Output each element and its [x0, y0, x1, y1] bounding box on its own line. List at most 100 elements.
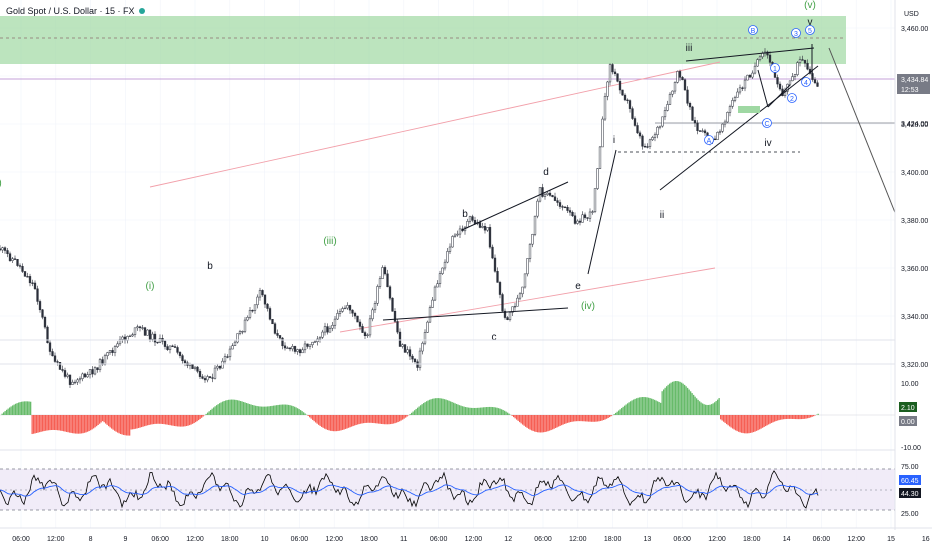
oscillator-bar: [566, 415, 567, 423]
candle-body: [227, 357, 229, 358]
oscillator-bar: [375, 415, 376, 423]
candle-body: [377, 286, 379, 303]
oscillator-bar: [66, 415, 67, 432]
oscillator-bar: [170, 415, 171, 425]
oscillator-bar: [471, 408, 472, 415]
oscillator-bar: [299, 409, 300, 415]
oscillator-bar: [93, 415, 94, 428]
oscillator-bar: [720, 415, 721, 419]
oscillator-bar: [293, 406, 294, 415]
candle-body: [62, 369, 64, 370]
candle-body: [617, 74, 619, 82]
oscillator-bar: [11, 406, 12, 415]
oscillator-bar: [459, 405, 460, 415]
oscillator-bar: [465, 407, 466, 415]
time-tick-label: 8: [89, 536, 93, 543]
oscillator-bar: [509, 414, 510, 415]
oscillator-bar: [560, 415, 561, 426]
candle-body: [697, 123, 699, 131]
oscillator-bar: [611, 415, 612, 416]
candle-body: [732, 100, 734, 106]
oscillator-bar: [813, 415, 814, 416]
candle-body: [779, 84, 781, 89]
candle-body: [624, 95, 626, 100]
oscillator-bar: [344, 415, 345, 429]
oscillator-bar: [804, 415, 805, 419]
candle-body: [339, 311, 341, 313]
oscillator-bar: [536, 415, 537, 432]
candle-body: [194, 367, 196, 369]
candle-body: [719, 131, 721, 132]
oscillator-bar: [263, 407, 264, 415]
oscillator-bar: [500, 409, 501, 415]
oscillator-bar: [800, 415, 801, 419]
candle-body: [584, 215, 586, 218]
oscillator-bar: [381, 415, 382, 424]
candle-body: [229, 349, 231, 357]
rsi-tick-top: 75.00: [901, 464, 919, 471]
candle-body: [449, 247, 451, 251]
oscillator-bar: [336, 415, 337, 431]
oscillator-bar: [21, 402, 22, 415]
oscillator-bar: [599, 415, 600, 421]
oscillator-bar: [165, 415, 166, 424]
oscillator-bar: [764, 415, 765, 427]
oscillator-bar: [710, 405, 711, 415]
oscillator-bar: [411, 413, 412, 415]
oscillator-bar: [284, 405, 285, 415]
candle-body: [604, 96, 606, 119]
candle-body: [432, 300, 434, 307]
oscillator-bar: [257, 406, 258, 415]
oscillator-bar: [569, 415, 570, 422]
oscillator-bar: [185, 415, 186, 426]
oscillator-bar: [639, 397, 640, 415]
candle-body: [407, 350, 409, 353]
candle-body: [522, 287, 524, 294]
oscillator-bar: [360, 415, 361, 424]
oscillator-bar: [521, 415, 522, 423]
oscillator-bar: [669, 384, 670, 415]
oscillator-bar: [216, 405, 217, 415]
candle-body: [424, 332, 426, 343]
oscillator-bar: [335, 415, 336, 431]
candle-body: [279, 335, 281, 338]
candle-body: [49, 343, 51, 352]
oscillator-bar: [797, 415, 798, 419]
candle-body: [562, 207, 564, 208]
oscillator-bar: [69, 415, 70, 433]
oscillator-bar: [45, 415, 46, 431]
candle-body: [87, 375, 89, 377]
candle-body: [52, 352, 54, 356]
candle-body: [444, 262, 446, 268]
oscillator-bar: [272, 406, 273, 415]
oscillator-bar: [486, 407, 487, 415]
candle-body: [287, 348, 289, 349]
oscillator-bar: [707, 405, 708, 415]
oscillator-bar: [177, 415, 178, 426]
candle-body: [359, 322, 361, 326]
candle-body: [204, 378, 206, 380]
oscillator-bar: [651, 399, 652, 415]
oscillator-bar: [636, 398, 637, 415]
oscillator-bar: [423, 403, 424, 415]
oscillator-bar: [179, 415, 180, 427]
oscillator-bar: [788, 415, 789, 419]
oscillator-bar: [41, 415, 42, 432]
candle-body: [419, 351, 421, 367]
oscillator-bar: [492, 407, 493, 415]
wave-label: C: [764, 121, 769, 128]
candle-body: [404, 345, 406, 353]
oscillator-bar: [726, 415, 727, 424]
wave-label: B: [751, 28, 756, 35]
oscillator-bar: [194, 415, 195, 423]
oscillator-bar: [324, 415, 325, 429]
oscillator-bar: [789, 415, 790, 419]
oscillator-bar: [47, 415, 48, 430]
oscillator-bar: [680, 382, 681, 415]
oscillator-bar: [711, 404, 712, 415]
wave-label: iii: [686, 43, 693, 54]
candle-body: [417, 362, 419, 368]
candle-body: [94, 368, 96, 374]
oscillator-bar: [462, 406, 463, 415]
